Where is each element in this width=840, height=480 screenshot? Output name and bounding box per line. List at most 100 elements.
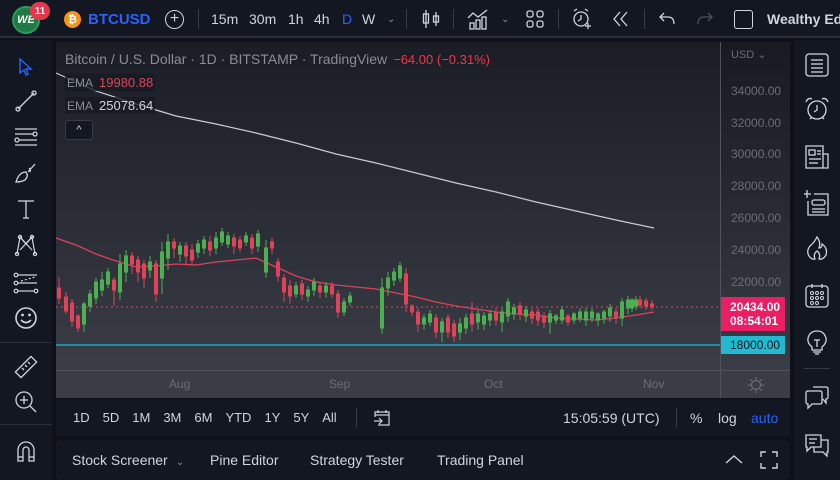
divider (453, 9, 454, 29)
price-tick: 32000.00 (731, 116, 782, 130)
prediction-tool-icon[interactable] (13, 270, 39, 296)
emoji-icon[interactable] (13, 305, 39, 331)
price-tick: 22000.00 (731, 275, 782, 289)
redo-icon[interactable] (696, 11, 714, 27)
maximize-icon[interactable] (760, 451, 778, 469)
gear-icon[interactable] (747, 376, 765, 394)
avatar-text: WE (17, 14, 35, 26)
ruler-icon[interactable] (13, 354, 39, 380)
price-tick: 34000.00 (731, 84, 782, 98)
divider (0, 424, 52, 425)
time-axis[interactable]: Aug Sep Oct Nov (56, 370, 720, 398)
range-1d-button[interactable]: 1D (73, 410, 90, 425)
chart-settings-corner (720, 370, 790, 398)
go-to-date-icon[interactable] (373, 409, 391, 427)
range-1y-button[interactable]: 1Y (264, 410, 281, 425)
bar-countdown: 08:54:01 (730, 314, 779, 328)
chart-legend-title[interactable]: Bitcoin / U.S. Dollar · 1D · BITSTAMP · … (65, 51, 490, 67)
hotlists-fire-icon[interactable] (804, 235, 830, 261)
chart-pane[interactable]: Bitcoin / U.S. Dollar · 1D · BITSTAMP · … (56, 42, 720, 370)
price-change: −64.00 (−0.31%) (393, 52, 490, 67)
auto-scale-toggle[interactable]: auto (751, 410, 779, 426)
candles (57, 228, 654, 342)
price-chart (56, 72, 720, 346)
date-range-bar: 1D 5D 1M 3M 6M YTD 1Y 5Y All 15:05:59 (U… (56, 400, 790, 436)
undo-icon[interactable] (658, 11, 676, 27)
tab-strategy-tester[interactable]: Strategy Tester (310, 452, 404, 468)
range-all-button[interactable]: All (322, 410, 337, 425)
zoom-in-icon[interactable] (13, 389, 39, 415)
range-5d-button[interactable]: 5D (102, 410, 120, 425)
chevron-up-icon: ^ (76, 124, 82, 136)
layout-checkbox[interactable] (734, 10, 753, 29)
price-tick: 28000.00 (731, 179, 782, 193)
interval-w[interactable]: W (362, 11, 376, 27)
compare-symbol-button[interactable]: + (165, 10, 184, 29)
magnet-icon[interactable] (13, 438, 39, 464)
range-5y-button[interactable]: 5Y (293, 410, 310, 425)
watchlist-icon[interactable] (804, 52, 830, 78)
messages-icon[interactable] (804, 432, 830, 458)
price-tick: 24000.00 (731, 243, 782, 257)
add-note-icon[interactable] (804, 190, 830, 216)
expand-panel-chevron-up-icon[interactable] (724, 453, 744, 465)
interval-30m[interactable]: 30m (249, 11, 277, 27)
price-tick: 26000.00 (731, 211, 782, 225)
utc-clock[interactable]: 15:05:59 (UTC) (563, 410, 660, 426)
chats-icon[interactable] (804, 385, 830, 411)
price-tick: 30000.00 (731, 147, 782, 161)
trend-line-icon[interactable] (13, 88, 39, 114)
tab-label: Stock Screener (72, 452, 168, 468)
divider (676, 408, 677, 428)
range-3m-button[interactable]: 3M (163, 410, 182, 425)
notification-badge: 11 (30, 2, 50, 20)
ideas-lightbulb-icon[interactable] (804, 329, 830, 355)
calendar-icon[interactable] (804, 283, 830, 309)
collapse-legend-button[interactable]: ^ (65, 120, 93, 140)
tab-trading-panel[interactable]: Trading Panel (437, 452, 524, 468)
workspace-name[interactable]: Wealthy Edu (767, 11, 840, 27)
time-label: Oct (484, 377, 503, 391)
range-1m-button[interactable]: 1M (132, 410, 151, 425)
candlestick-type-icon[interactable] (422, 9, 440, 29)
price-axis[interactable]: USD ⌄ 34000.00 32000.00 30000.00 28000.0… (720, 42, 790, 370)
tab-pine-editor[interactable]: Pine Editor (210, 452, 279, 468)
right-widget-bar (794, 40, 840, 480)
pattern-tool-icon[interactable] (13, 232, 39, 258)
currency-selector[interactable]: USD ⌄ (731, 49, 767, 61)
ema-fast-legend[interactable]: EMA 19980.88 (65, 74, 156, 91)
indicators-icon[interactable] (467, 8, 489, 30)
horizontal-line-price-label: 18000.00 (721, 336, 785, 354)
news-icon[interactable] (804, 144, 830, 170)
range-buttons: 1D 5D 1M 3M 6M YTD 1Y 5Y All (73, 410, 350, 425)
tab-stock-screener[interactable]: Stock Screener ⌄ (72, 452, 184, 468)
interval-15m[interactable]: 15m (211, 11, 239, 27)
interval-1h[interactable]: 1h (288, 11, 304, 27)
interval-4h[interactable]: 4h (314, 11, 330, 27)
ema-fast-line (56, 237, 655, 321)
cursor-arrow-icon[interactable] (13, 54, 39, 80)
ema-slow-legend[interactable]: EMA 25078.64 (65, 97, 156, 114)
indicators-dropdown-chevron-icon[interactable]: ⌄ (501, 13, 510, 25)
divider (406, 9, 407, 29)
interval-d[interactable]: D (342, 11, 353, 27)
ema-label: EMA (67, 76, 94, 90)
brush-icon[interactable] (13, 160, 39, 186)
divider (0, 342, 52, 343)
range-6m-button[interactable]: 6M (194, 410, 213, 425)
ema-label: EMA (67, 99, 94, 113)
interval-dropdown-chevron-icon[interactable]: ⌄ (387, 13, 396, 25)
range-ytd-button[interactable]: YTD (225, 410, 252, 425)
layout-grid-icon[interactable] (526, 10, 544, 28)
symbol-search[interactable]: BTCUSD (88, 10, 151, 28)
log-scale-toggle[interactable]: log (718, 410, 737, 426)
alarm-clock-icon[interactable] (804, 96, 830, 122)
divider (804, 368, 830, 369)
text-tool-icon[interactable] (13, 196, 39, 222)
last-price-value: 20434.00 (730, 300, 781, 314)
replay-icon[interactable] (612, 11, 630, 27)
fib-retracement-icon[interactable] (13, 124, 39, 150)
percent-scale-toggle[interactable]: % (690, 410, 703, 426)
currency-label: USD (731, 49, 755, 61)
alert-add-icon[interactable] (571, 8, 593, 30)
